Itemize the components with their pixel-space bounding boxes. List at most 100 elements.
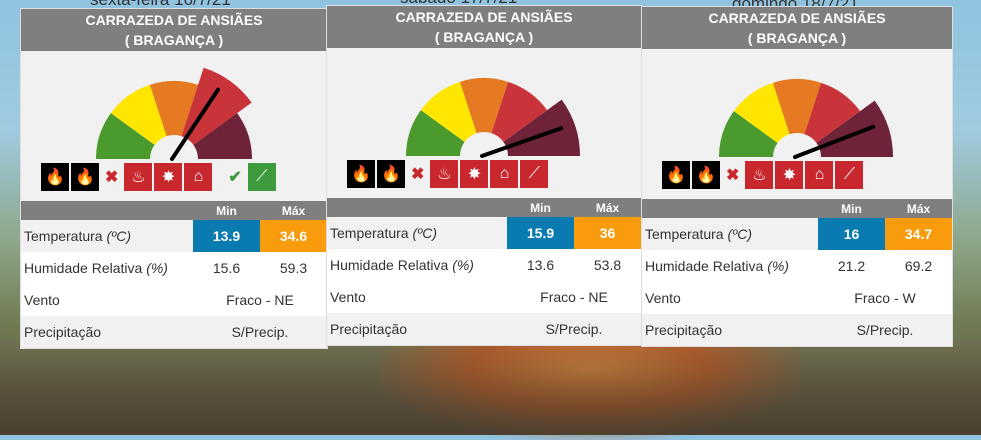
weather-table: Min Máx Temperatura (ºC) 15.9 36 Humidade R… [327,198,641,345]
gauge-svg [719,78,893,159]
temperature-label: Temperatura (ºC) [24,228,132,244]
temp-max: 36 [574,217,641,249]
max-header: Máx [260,201,327,220]
gauge-sector-2 [420,81,477,142]
gauge-sector-4 [491,81,548,142]
gauge-sector-3 [149,81,199,137]
fire-risk-gauge: 🔥 🔥 ✖ ♨ ✸ ⌂ ✔ ⟋ [21,51,327,201]
precipitation-label: Precipitação [645,322,723,338]
barbecue-icon: ♨ [745,161,774,189]
location-name: CARRAZEDA DE ANSIÃES [395,9,573,25]
wind-label: Vento [327,281,507,313]
panel-header: CARRAZEDA DE ANSIÃES ( BRAGANÇA ) [327,6,641,48]
gauge-svg [96,67,252,161]
activity-icons: 🔥 🔥 ✖ ♨ ✸ ⌂ ⟋ [662,161,864,189]
temperature-label: Temperatura (ºC) [645,226,753,242]
day-label: sexta-feira 16/7/21 [90,0,231,10]
humidity-max: 53.8 [574,249,641,281]
humidity-min: 21.2 [818,250,885,282]
background-ground [0,340,981,435]
location-name: CARRAZEDA DE ANSIÃES [85,12,263,28]
forbidden-x-icon: ✖ [105,169,119,186]
fireworks-icon: ✸ [154,163,183,191]
min-header: Min [193,201,260,220]
precipitation-value: S/Precip. [856,322,914,338]
allowed-check-icon: ✔ [228,169,242,186]
fireworks-icon: ✸ [775,161,804,189]
panel-header: CARRAZEDA DE ANSIÃES ( BRAGANÇA ) [642,7,952,49]
forecast-panel: CARRAZEDA DE ANSIÃES ( BRAGANÇA ) 🔥 🔥 ✖ … [20,8,328,349]
activity-icons: 🔥 🔥 ✖ ♨ ✸ ⌂ ✔ ⟋ [41,163,276,191]
wind-value: Fraco - W [818,282,952,314]
forecast-panel: CARRAZEDA DE ANSIÃES ( BRAGANÇA ) 🔥 🔥 ✖ … [326,5,642,346]
gauge-sector-4 [804,82,861,143]
min-header: Min [507,198,574,217]
forecast-panel: CARRAZEDA DE ANSIÃES ( BRAGANÇA ) 🔥 🔥 ✖ … [641,6,953,347]
fire-risk-gauge: 🔥 🔥 ✖ ♨ ✸ ⌂ ⟋ [327,48,641,198]
humidity-label: Humidade Relativa (%) [327,249,507,281]
wildfire-icon: 🔥 [41,163,69,191]
campfire-icon: 🔥 [71,163,99,191]
brush-cutter-icon: ⟋ [520,160,549,188]
wildfire-icon: 🔥 [662,161,690,189]
temp-max: 34.6 [260,220,327,252]
forbidden-x-icon: ✖ [411,166,425,183]
activity-icons: 🔥 🔥 ✖ ♨ ✸ ⌂ ⟋ [347,160,549,188]
temp-min: 13.9 [193,220,260,252]
humidity-label: Humidade Relativa (%) [21,252,193,284]
wind-label: Vento [642,282,818,314]
gauge-needle [170,87,220,161]
smoker-icon: ⌂ [490,160,519,188]
wildfire-icon: 🔥 [347,160,375,188]
min-header: Min [818,199,885,218]
gauge-sector-1 [719,111,778,157]
weather-table: Min Máx Temperatura (ºC) 13.9 34.6 Humidade… [21,201,327,348]
humidity-max: 59.3 [260,252,327,284]
gauge-needle [793,124,876,159]
smoker-icon: ⌂ [805,161,834,189]
max-header: Máx [885,199,952,218]
humidity-label: Humidade Relativa (%) [642,250,818,282]
wind-value: Fraco - NE [507,281,641,313]
gauge-sector-1 [406,110,465,156]
wind-label: Vento [21,284,193,316]
weather-table: Min Máx Temperatura (ºC) 16 34.7 Humidade R… [642,199,952,346]
precipitation-label: Precipitação [24,324,102,340]
gauge-sector-1 [96,113,155,159]
gauge-sector-2 [733,82,790,143]
temperature-label: Temperatura (ºC) [330,225,438,241]
fireworks-icon: ✸ [460,160,489,188]
precipitation-value: S/Precip. [545,321,603,337]
gauge-sector-3 [459,77,509,134]
precipitation-value: S/Precip. [231,324,289,340]
temp-min: 15.9 [507,217,574,249]
gauge-sector-5 [193,113,252,159]
barbecue-icon: ♨ [430,160,459,188]
gauge-sector-2 [110,84,167,145]
humidity-max: 69.2 [885,250,952,282]
location-name: CARRAZEDA DE ANSIÃES [708,10,886,26]
gauge-sector-3 [772,78,822,135]
day-label: sábado 17/7/21 [400,0,517,8]
gauge-needle [480,126,564,158]
max-header: Máx [574,198,641,217]
gauge-svg [406,77,580,158]
brush-cutter-icon: ⟋ [247,163,276,191]
district-name: ( BRAGANÇA ) [434,29,534,45]
barbecue-icon: ♨ [124,163,153,191]
smoker-icon: ⌂ [184,163,213,191]
wind-value: Fraco - NE [193,284,327,316]
campfire-icon: 🔥 [377,160,405,188]
forbidden-x-icon: ✖ [726,167,740,184]
humidity-min: 15.6 [193,252,260,284]
district-name: ( BRAGANÇA ) [747,30,847,46]
district-name: ( BRAGANÇA ) [124,32,224,48]
panel-header: CARRAZEDA DE ANSIÃES ( BRAGANÇA ) [21,9,327,51]
humidity-min: 13.6 [507,249,574,281]
temp-min: 16 [818,218,885,250]
campfire-icon: 🔥 [692,161,720,189]
fire-risk-gauge: 🔥 🔥 ✖ ♨ ✸ ⌂ ⟋ [642,49,952,199]
precipitation-label: Precipitação [330,321,408,337]
brush-cutter-icon: ⟋ [835,161,864,189]
temp-max: 34.7 [885,218,952,250]
